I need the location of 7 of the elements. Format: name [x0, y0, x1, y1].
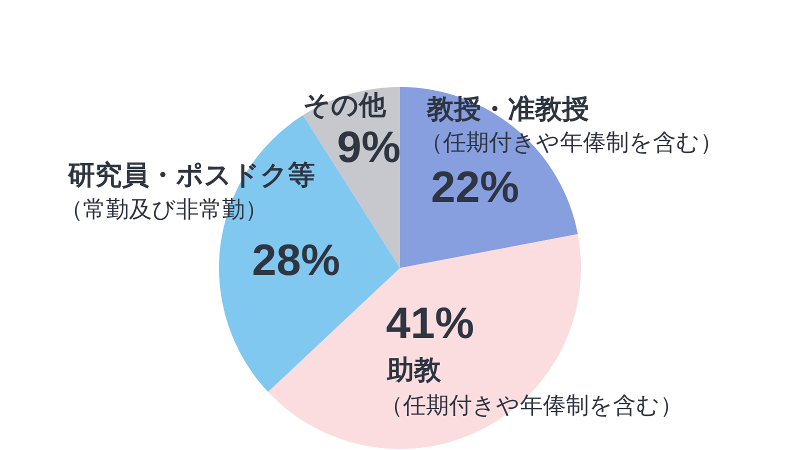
data-label: 22%	[431, 163, 520, 212]
data-label: 28%	[252, 236, 340, 286]
slice-label: 助教（任期付きや年俸制を含む）	[380, 355, 683, 419]
slice-label: 教授・准教授（任期付きや年俸制を含む）	[420, 94, 723, 156]
data-label: 9%	[337, 123, 401, 172]
slice-label: その他	[303, 90, 387, 122]
data-label: 41%	[386, 299, 474, 348]
